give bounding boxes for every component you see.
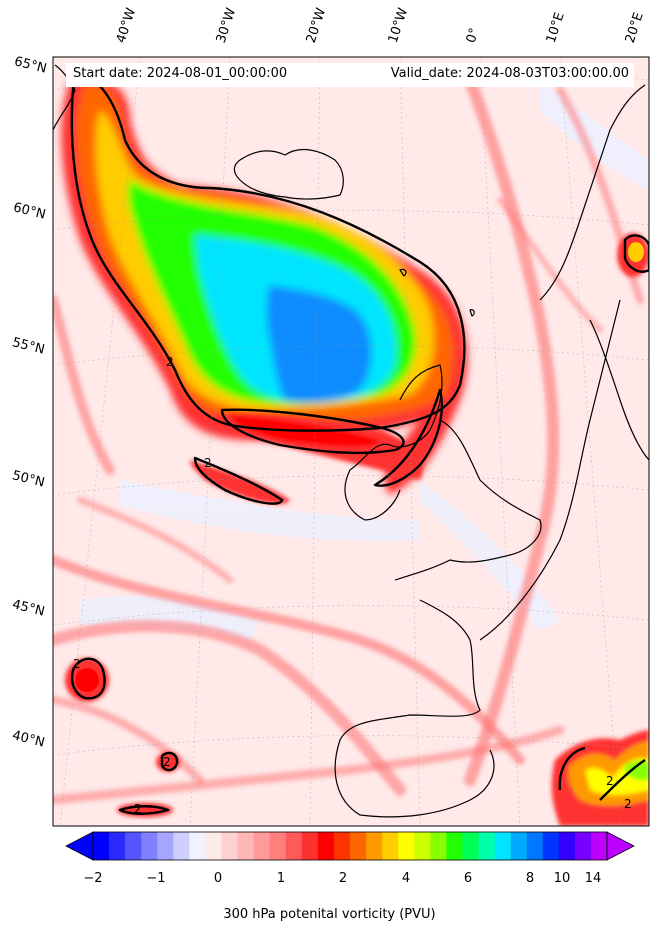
svg-text:2: 2 bbox=[134, 802, 142, 816]
cbar-tick: −2 bbox=[83, 871, 103, 886]
graticule bbox=[53, 57, 649, 826]
pv-southeast-feature bbox=[551, 730, 649, 826]
colorbar-extend-max bbox=[606, 831, 635, 861]
colorbar-bin bbox=[93, 832, 110, 860]
start-date-label: Start date: 2024-08-01_00:00:00 bbox=[73, 66, 288, 81]
colorbar-bin bbox=[301, 832, 319, 860]
colorbar-bin bbox=[333, 832, 351, 860]
colorbar-bin bbox=[285, 832, 303, 860]
cbar-tick: 6 bbox=[463, 871, 473, 886]
cbar-tick: 8 bbox=[525, 871, 535, 886]
colorbar-bin bbox=[590, 832, 608, 860]
pv-2-contours bbox=[70, 68, 649, 815]
colorbar-bin bbox=[237, 832, 255, 860]
colorbar-bin bbox=[253, 832, 271, 860]
colorbar-bin bbox=[157, 832, 174, 860]
iceland-coast bbox=[233, 148, 344, 200]
colorbar-bin bbox=[510, 832, 528, 860]
colorbar-bin bbox=[430, 832, 447, 860]
colorbar-bin bbox=[398, 832, 415, 860]
cbar-tick: 14 bbox=[584, 871, 602, 886]
colorbar-frame bbox=[92, 831, 608, 861]
colorbar-bin bbox=[173, 832, 190, 860]
colorbar-bin bbox=[269, 832, 287, 860]
colorbar-bin bbox=[382, 832, 399, 860]
header-box bbox=[66, 63, 634, 87]
colorbar-bin bbox=[125, 832, 142, 860]
greenland-coast bbox=[53, 64, 76, 131]
colorbar-bin bbox=[141, 832, 158, 860]
cbar-tick: 0 bbox=[213, 871, 223, 886]
colorbar-bin bbox=[350, 832, 367, 860]
colorbar-bin bbox=[317, 832, 335, 860]
cbar-tick: 4 bbox=[401, 871, 411, 886]
colorbar-bin bbox=[574, 832, 592, 860]
valid-date-label: Valid_date: 2024-08-03T03:00:00.00 bbox=[390, 66, 629, 81]
colorbar-bin bbox=[109, 832, 126, 860]
colorbar bbox=[65, 831, 635, 861]
colorbar-bin bbox=[446, 832, 463, 860]
coastlines bbox=[53, 64, 649, 818]
map-frame bbox=[52, 56, 650, 827]
britain-coast bbox=[394, 419, 542, 581]
svg-text:2: 2 bbox=[166, 355, 174, 369]
faroe-shetland bbox=[399, 268, 475, 317]
colorbar-bin bbox=[462, 832, 479, 860]
colorbar-bin bbox=[494, 832, 512, 860]
france-iberia-coast bbox=[334, 599, 495, 818]
cbar-tick: 1 bbox=[276, 871, 286, 886]
colorbar-extend-min bbox=[65, 831, 94, 861]
cbar-tick: 10 bbox=[553, 871, 571, 886]
colorbar-bin bbox=[478, 832, 496, 860]
europe-coast bbox=[479, 299, 621, 641]
map-area: 2 2 2 2 2 2 2 bbox=[53, 57, 649, 826]
colorbar-bin bbox=[542, 832, 560, 860]
svg-text:2: 2 bbox=[624, 797, 632, 811]
svg-text:2: 2 bbox=[204, 456, 212, 470]
cbar-tick: 2 bbox=[338, 871, 348, 886]
svg-text:2: 2 bbox=[163, 755, 171, 769]
colorbar-bin bbox=[189, 832, 206, 860]
cbar-tick: −1 bbox=[146, 871, 166, 886]
colorbar-bin bbox=[366, 832, 383, 860]
scandinavia-coast bbox=[539, 84, 649, 461]
scotland-ireland-coast bbox=[344, 364, 443, 521]
colorbar-label: 300 hPa potenital vorticity (PVU) bbox=[223, 907, 436, 922]
svg-text:2: 2 bbox=[606, 774, 614, 788]
colorbar-bin bbox=[205, 832, 222, 860]
colorbar-bin bbox=[526, 832, 544, 860]
pv-trough bbox=[61, 77, 468, 495]
colorbar-bin bbox=[414, 832, 431, 860]
colorbar-bin bbox=[221, 832, 239, 860]
colorbar-bin bbox=[558, 832, 576, 860]
